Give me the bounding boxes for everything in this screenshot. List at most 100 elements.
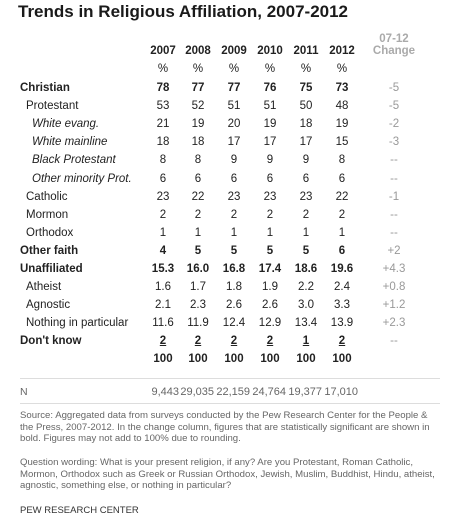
change-cell: +4.3 xyxy=(382,263,406,275)
question-note: Question wording: What is your present r… xyxy=(20,457,435,491)
cell: 2 xyxy=(266,208,274,221)
change-cell: +2 xyxy=(387,244,401,257)
year-header: 2012 xyxy=(329,45,355,57)
change-cell: -- xyxy=(390,226,398,239)
cell: 5 xyxy=(266,244,274,257)
n-cell: 29,035 xyxy=(180,386,214,398)
row-label: Unaffiliated xyxy=(20,263,83,275)
cell: 6 xyxy=(194,172,202,185)
change-header: 07-12 xyxy=(379,33,409,45)
row-label: Other faith xyxy=(20,244,79,257)
total-cell: 100 xyxy=(224,352,244,365)
change-cell: -3 xyxy=(388,136,400,149)
change-cell: -2 xyxy=(388,118,400,131)
cell: 6 xyxy=(230,172,238,185)
cell: 2 xyxy=(338,335,346,348)
change-cell: -- xyxy=(390,208,398,221)
cell: 1 xyxy=(266,226,274,239)
cell: 48 xyxy=(335,100,349,113)
total-cell: 100 xyxy=(260,352,280,365)
cell: 12.9 xyxy=(258,317,282,330)
cell: 20 xyxy=(227,118,241,131)
change-cell: -- xyxy=(390,335,398,348)
cell: 17.4 xyxy=(258,263,282,275)
cell: 1 xyxy=(338,226,346,239)
cell: 52 xyxy=(191,100,205,113)
year-header: 2009 xyxy=(221,45,247,57)
cell: 15.3 xyxy=(151,263,175,275)
cell: 6 xyxy=(159,172,167,185)
change-cell: -5 xyxy=(388,82,400,94)
row-label: White mainline xyxy=(32,136,108,149)
cell: 6 xyxy=(266,172,274,185)
cell: 5 xyxy=(194,244,202,257)
divider xyxy=(20,403,440,404)
row-label: Orthodox xyxy=(26,226,74,239)
row-label: Mormon xyxy=(26,208,69,221)
cell: 50 xyxy=(299,100,313,113)
cell: 2.2 xyxy=(298,281,314,294)
year-header: 2008 xyxy=(185,45,211,57)
cell: 18 xyxy=(299,118,313,131)
cell: 2.6 xyxy=(262,299,278,312)
cell: 3.0 xyxy=(298,299,314,312)
unit: % xyxy=(336,63,348,75)
title: Trends in Religious Affiliation, 2007-20… xyxy=(18,2,349,21)
row-label: Nothing in particular xyxy=(26,317,129,330)
n-cell: 9,443 xyxy=(151,386,179,398)
cell: 76 xyxy=(263,82,277,94)
cell: 5 xyxy=(230,244,238,257)
change-cell: -1 xyxy=(388,190,400,203)
cell: 2.6 xyxy=(226,299,242,312)
cell: 8 xyxy=(159,154,167,167)
cell: 1 xyxy=(230,226,238,239)
cell: 53 xyxy=(156,100,170,113)
cell: 3.3 xyxy=(334,299,350,312)
cell: 4 xyxy=(159,244,167,257)
cell: 2 xyxy=(194,335,202,348)
cell: 2 xyxy=(266,335,274,348)
cell: 16.0 xyxy=(186,263,210,275)
cell: 21 xyxy=(156,118,170,131)
unit: % xyxy=(264,63,276,75)
cell: 13.9 xyxy=(330,317,354,330)
cell: 18 xyxy=(191,136,205,149)
cell: 16.8 xyxy=(222,263,246,275)
total-cell: 100 xyxy=(332,352,352,365)
cell: 2 xyxy=(302,208,310,221)
cell: 1.9 xyxy=(262,281,278,294)
row-label: Black Protestant xyxy=(32,154,116,167)
cell: 9 xyxy=(266,154,274,167)
cell: 19.6 xyxy=(330,263,354,275)
cell: 11.9 xyxy=(187,317,209,330)
change-cell: -5 xyxy=(388,100,400,113)
cell: 75 xyxy=(299,82,313,94)
cell: 6 xyxy=(338,172,346,185)
unit: % xyxy=(300,63,312,75)
cell: 1.6 xyxy=(155,281,171,294)
divider xyxy=(20,378,440,379)
row-label: Don't know xyxy=(20,335,82,348)
change-cell: +2.3 xyxy=(382,317,406,330)
cell: 1 xyxy=(159,226,167,239)
total-cell: 100 xyxy=(188,352,208,365)
footer: PEW RESEARCH CENTER xyxy=(20,505,139,516)
cell: 19 xyxy=(335,118,349,131)
cell: 2.1 xyxy=(155,299,171,312)
cell: 17 xyxy=(227,136,241,149)
row-label: Protestant xyxy=(26,100,79,113)
cell: 17 xyxy=(263,136,277,149)
unit: % xyxy=(192,63,204,75)
cell: 2 xyxy=(159,335,167,348)
cell: 73 xyxy=(335,82,349,94)
cell: 18.6 xyxy=(294,263,318,275)
cell: 19 xyxy=(263,118,277,131)
cell: 15 xyxy=(335,136,349,149)
cell: 51 xyxy=(263,100,277,113)
cell: 22 xyxy=(191,190,205,203)
change-header: Change xyxy=(372,45,416,57)
year-header: 2010 xyxy=(257,45,283,57)
cell: 2 xyxy=(338,208,346,221)
cell: 18 xyxy=(156,136,170,149)
